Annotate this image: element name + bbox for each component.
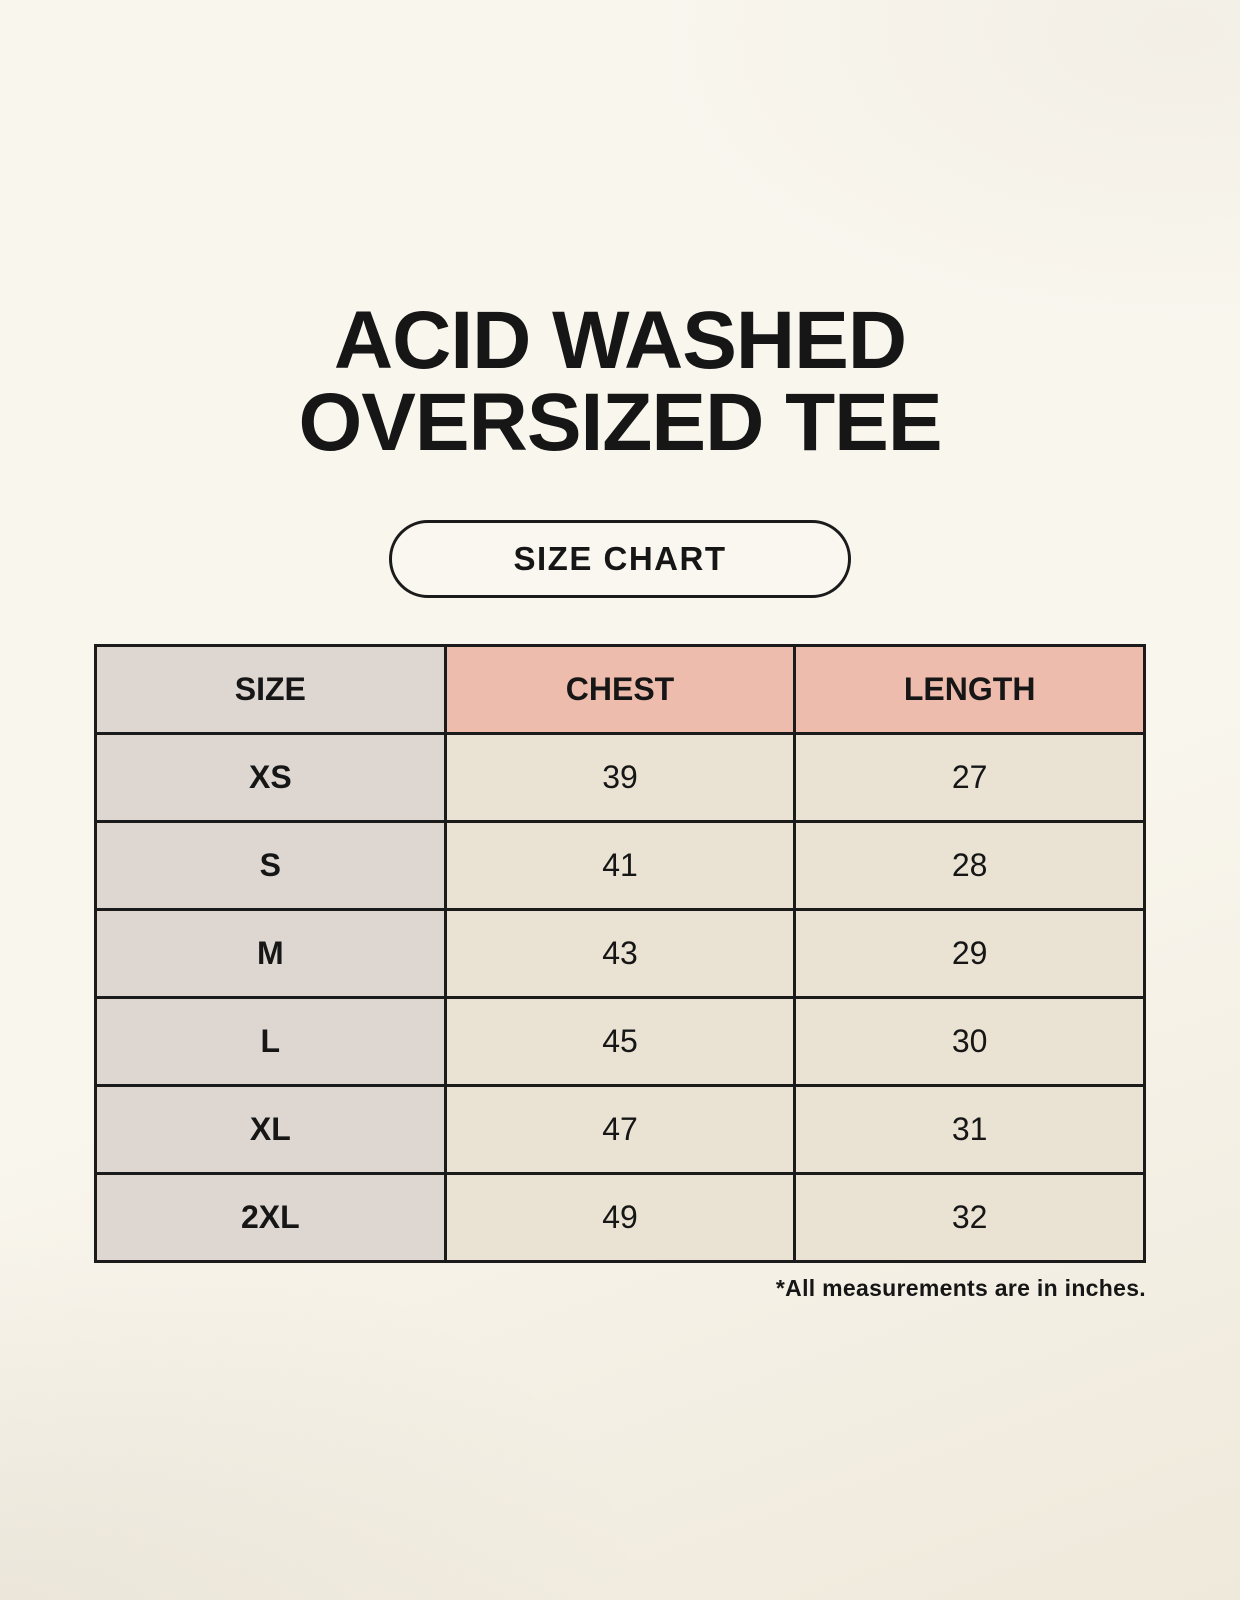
- table-row: XS 39 27: [94, 732, 1146, 823]
- size-label: XL: [94, 1084, 447, 1175]
- size-chart-table: SIZE CHEST LENGTH XS 39 27 S 41 28 M 43 …: [94, 644, 1146, 1263]
- column-header-chest: CHEST: [443, 644, 797, 735]
- chest-value: 49: [443, 1172, 797, 1263]
- length-value: 27: [793, 732, 1146, 823]
- size-label: L: [94, 996, 447, 1087]
- measurements-footnote: *All measurements are in inches.: [775, 1275, 1146, 1301]
- size-label: 2XL: [94, 1172, 447, 1263]
- size-label: M: [94, 908, 447, 999]
- length-value: 30: [793, 996, 1146, 1087]
- length-value: 32: [793, 1172, 1146, 1263]
- table-row: S 41 28: [94, 820, 1146, 911]
- chest-value: 39: [443, 732, 797, 823]
- page-title: ACID WASHED OVERSIZED TEE: [298, 295, 942, 468]
- chest-value: 41: [443, 820, 797, 911]
- length-value: 31: [793, 1084, 1146, 1175]
- column-header-size: SIZE: [94, 644, 447, 735]
- table-row: L 45 30: [94, 996, 1146, 1087]
- length-value: 28: [793, 820, 1146, 911]
- column-header-length: LENGTH: [793, 644, 1146, 735]
- table-row: M 43 29: [94, 908, 1146, 999]
- size-chart-button[interactable]: SIZE CHART: [389, 520, 851, 598]
- page-title-line2: OVERSIZED TEE: [298, 377, 942, 468]
- chest-value: 45: [443, 996, 797, 1087]
- page-title-line1: ACID WASHED: [333, 295, 907, 386]
- length-value: 29: [793, 908, 1146, 999]
- size-chart-button-label: SIZE CHART: [513, 540, 727, 577]
- chest-value: 43: [443, 908, 797, 999]
- chest-value: 47: [443, 1084, 797, 1175]
- size-label: XS: [94, 732, 447, 823]
- table-header-row: SIZE CHEST LENGTH: [94, 644, 1146, 735]
- table-row: 2XL 49 32: [94, 1172, 1146, 1263]
- size-label: S: [94, 820, 447, 911]
- table-row: XL 47 31: [94, 1084, 1146, 1175]
